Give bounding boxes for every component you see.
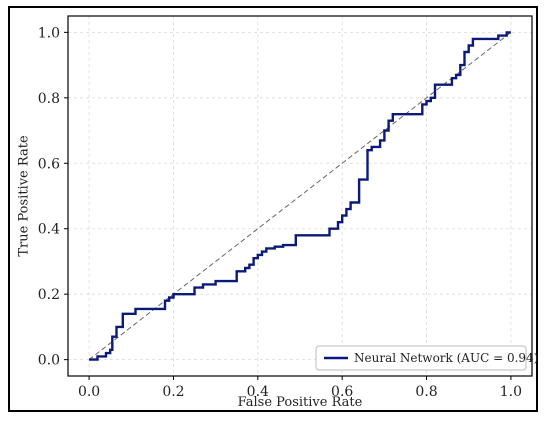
diagonal-line — [88, 31, 512, 361]
roc-curve-line — [89, 31, 511, 361]
x-axis-label: False Positive Rate — [238, 395, 363, 410]
y-tick-label: 0.6 — [38, 156, 60, 172]
y-tick-label: 0.4 — [38, 222, 60, 238]
y-tick-label: 0.8 — [38, 91, 60, 107]
y-axis-ticks: 0.0 0.2 0.4 0.6 0.8 1.0 — [38, 25, 68, 369]
roc-chart: 0.0 0.2 0.4 0.6 0.8 1.0 0.0 0.2 0.4 0.6 0.8 1.0 Fa… — [17, 15, 538, 410]
plot-area-border — [67, 15, 533, 377]
x-tick-label: 0.8 — [415, 384, 437, 400]
diagonal-reference-line — [88, 31, 512, 361]
x-tick-label: 0.6 — [331, 384, 353, 400]
y-axis-label: True Positive Rate — [17, 135, 32, 257]
x-tick-label: 0.4 — [247, 384, 269, 400]
legend-box — [315, 345, 527, 371]
chart-frame: 0.0 0.2 0.4 0.6 0.8 1.0 0.0 0.2 0.4 0.6 0.8 1.0 Fa… — [8, 6, 538, 412]
legend-label: Neural Network (AUC = 0.94) — [354, 351, 538, 365]
x-tick-label: 0.0 — [78, 384, 100, 400]
x-tick-label: 1.0 — [500, 384, 522, 400]
y-tick-label: 0.0 — [38, 353, 60, 369]
y-tick-label: 0.2 — [38, 287, 60, 303]
legend: Neural Network (AUC = 0.94) — [315, 345, 538, 371]
series-layer — [89, 31, 511, 361]
y-tick-label: 1.0 — [38, 25, 60, 41]
x-tick-label: 0.2 — [162, 384, 184, 400]
x-axis-ticks: 0.0 0.2 0.4 0.6 0.8 1.0 — [78, 376, 522, 400]
